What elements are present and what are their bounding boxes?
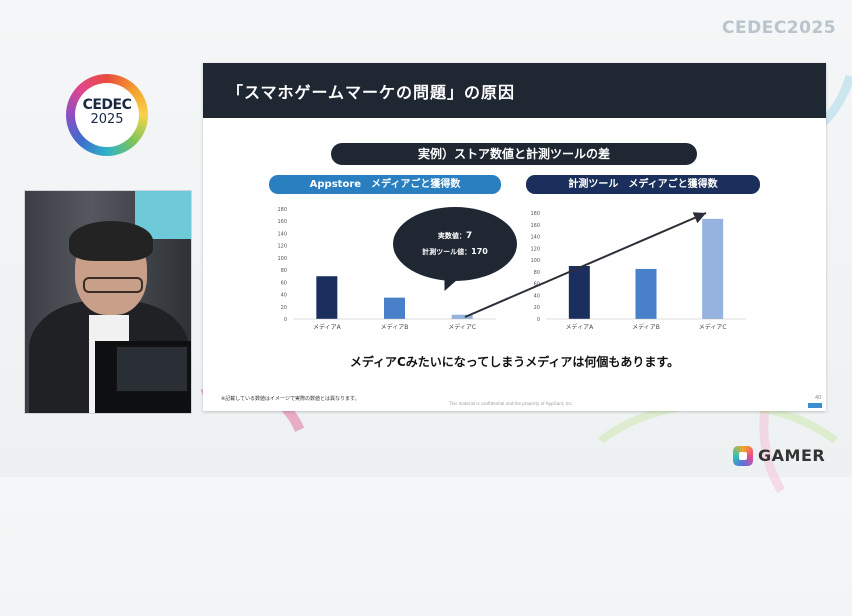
- y-tick-label: 60: [534, 282, 540, 288]
- bar: [384, 297, 405, 319]
- y-tick-label: 40: [281, 293, 287, 299]
- bar: [702, 218, 724, 319]
- y-tick-label: 20: [281, 305, 287, 311]
- speaker-camera-feed: [24, 190, 192, 414]
- appstore-chart-svg: 0 20 40 60 80 100 120 140 160 180 メディアA メディアB メディアC: [277, 207, 496, 331]
- slide-title: 「スマホゲームマーケの問題」の原因: [227, 83, 516, 102]
- bubble-actual-number: 7: [465, 231, 473, 241]
- bar: [635, 268, 657, 319]
- right-chart-title: 計測ツール メディアごと獲得数: [526, 175, 760, 194]
- bubble-actual-label: 実数値：: [437, 232, 466, 240]
- cedec-logo-word: CEDEC: [82, 97, 132, 113]
- cedec-logo-year: 2025: [90, 112, 124, 127]
- page-indicator-bar: [808, 403, 822, 408]
- cedec-watermark: CEDEC2025: [722, 18, 837, 38]
- bar: [568, 266, 590, 319]
- y-tick-label: 0: [537, 317, 540, 323]
- y-tick-label: 40: [534, 293, 540, 299]
- trend-arrow: [464, 212, 707, 318]
- y-tick-label: 140: [277, 231, 287, 237]
- presentation-slide: 「スマホゲームマーケの問題」の原因 実例）ストア数値と計測ツールの差 Appst…: [203, 63, 826, 411]
- bar: [316, 276, 338, 319]
- bubble-tool-number: 170: [471, 247, 488, 256]
- cedec-logo: CEDEC 2025: [66, 74, 148, 156]
- y-tick-label: 120: [530, 246, 540, 252]
- left-chart-title: Appstore メディアごと獲得数: [269, 175, 501, 194]
- cedec-logo-inner: CEDEC 2025: [75, 83, 139, 147]
- tool-chart-svg: 0 20 40 60 80 100 120 140 160 180 メディアA メディアB メディアC: [530, 211, 746, 331]
- category-label: メディアA: [313, 323, 342, 331]
- page-number: 40: [815, 395, 822, 401]
- y-tick-label: 80: [281, 268, 287, 274]
- podium-monitor: [115, 345, 189, 393]
- speaker-hair: [69, 221, 153, 261]
- bubble-tool-value: 計測ツール値：170: [393, 247, 517, 257]
- example-label: 実例）ストア数値と計測ツールの差: [331, 143, 697, 165]
- category-label: メディアA: [565, 323, 594, 331]
- y-tick-label: 0: [284, 317, 287, 323]
- trend-arrow-line: [464, 212, 707, 318]
- y-tick-label: 180: [277, 207, 287, 213]
- slide-caption: メディアCみたいになってしまうメディアは何個もあります。: [349, 355, 680, 369]
- tool-chart: 0 20 40 60 80 100 120 140 160 180 メディアA メディアB メディアC: [516, 198, 771, 338]
- slide-header: 「スマホゲームマーケの問題」の原因: [203, 63, 826, 118]
- y-tick-label: 60: [281, 280, 287, 286]
- slide-footnote: ※記載している数値はイメージで実際の数値とは異なります。: [221, 396, 360, 402]
- y-tick-label: 160: [530, 223, 540, 229]
- category-label: メディアC: [699, 323, 727, 331]
- category-label: メディアB: [632, 323, 660, 331]
- gamer-logo-icon: [733, 446, 753, 466]
- decorative-swoosh: [560, 400, 852, 616]
- y-tick-label: 140: [530, 235, 540, 241]
- y-tick-label: 80: [534, 270, 540, 276]
- bar: [451, 314, 473, 319]
- y-tick-label: 20: [534, 305, 540, 311]
- speech-bubble: 実数値：7 計測ツール値：170: [393, 207, 517, 281]
- bubble-actual-value: 実数値：7: [393, 231, 517, 241]
- bubble-tool-label: 計測ツール値：: [422, 248, 472, 256]
- confidential-notice: This material is confidential and the pr…: [449, 401, 573, 406]
- y-tick-label: 100: [277, 256, 287, 262]
- appstore-chart: 0 20 40 60 80 100 120 140 160 180 メディアA メディアB メディアC: [253, 198, 503, 338]
- y-tick-label: 180: [530, 211, 540, 217]
- y-tick-label: 160: [277, 219, 287, 225]
- category-label: メディアB: [381, 323, 409, 331]
- speaker-glasses: [83, 277, 143, 293]
- y-tick-label: 100: [530, 258, 540, 264]
- gamer-logo-text: GAMER: [758, 446, 826, 465]
- y-tick-label: 120: [277, 244, 287, 250]
- category-label: メディアC: [448, 323, 476, 331]
